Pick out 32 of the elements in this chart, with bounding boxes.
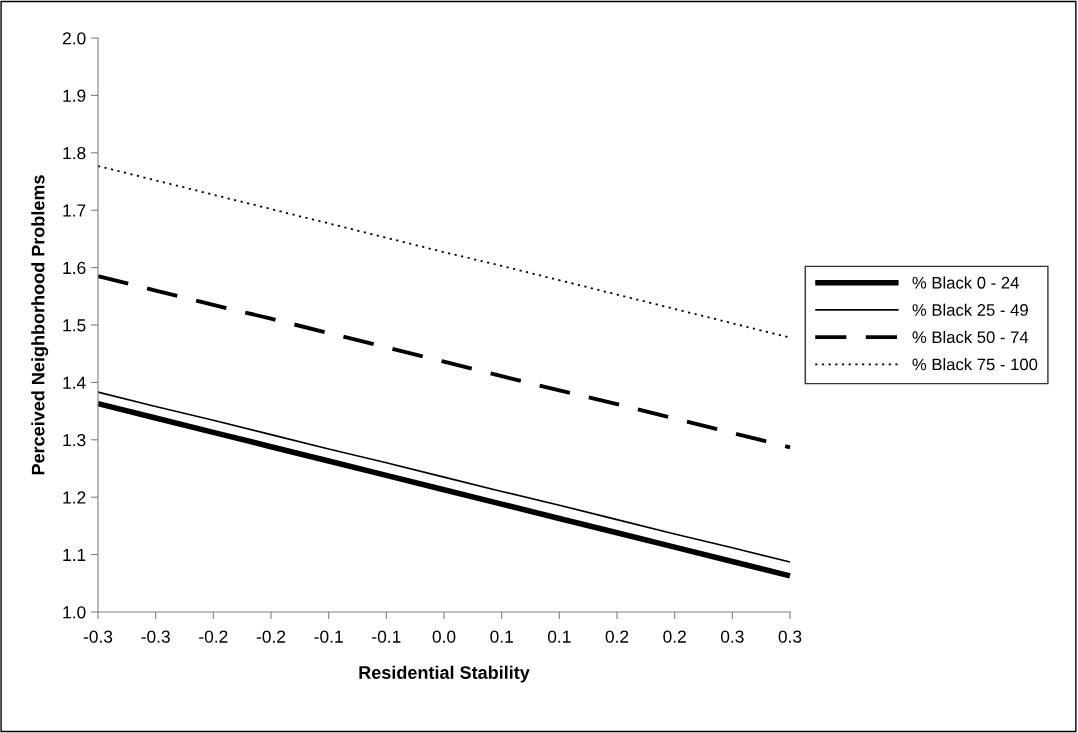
y-tick-label: 1.8 xyxy=(63,146,86,160)
x-tick-label: 0.3 xyxy=(778,630,802,643)
y-tick-label: 2.0 xyxy=(62,32,86,45)
y-tick-label: 1.2 xyxy=(63,491,86,504)
y-tick-label: 1.0 xyxy=(63,606,86,619)
y-tick-label: 1.1 xyxy=(63,548,86,561)
x-tick-label: 0.3 xyxy=(720,630,744,643)
legend-label: % Black 25 - 49 xyxy=(912,303,1028,316)
legend-label: % Black 50 - 74 xyxy=(912,330,1029,344)
y-tick-label: 1.4 xyxy=(63,376,86,389)
x-axis-title: Residential Stability xyxy=(359,665,530,683)
x-tick-label: -0.3 xyxy=(83,630,113,643)
x-tick-label: -0.1 xyxy=(314,630,343,643)
legend-label: % Black 0 - 24 xyxy=(912,276,1019,289)
x-tick-label: 0.2 xyxy=(605,630,629,643)
x-tick-label: -0.1 xyxy=(372,630,401,643)
x-tick-label: 0.0 xyxy=(432,630,456,643)
line-series xyxy=(97,165,791,339)
y-tick-label: 1.3 xyxy=(63,433,86,447)
x-tick-label: 0.2 xyxy=(663,630,686,643)
y-tick-label: 1.7 xyxy=(63,204,86,217)
y-tick-label: 1.6 xyxy=(63,261,86,275)
y-tick-label: 1.9 xyxy=(63,89,86,102)
line-series xyxy=(96,274,792,450)
x-tick-label: 0.1 xyxy=(547,630,571,643)
x-tick-label: -0.3 xyxy=(141,630,170,643)
x-tick-label: 0.1 xyxy=(490,630,513,643)
legend-label: % Black 75 - 100 xyxy=(912,358,1038,371)
y-tick-label: 1.5 xyxy=(63,319,86,332)
y-axis-title: Perceived Neighborhood Problems xyxy=(31,175,49,475)
x-tick-label: -0.2 xyxy=(256,630,286,643)
x-tick-label: -0.2 xyxy=(199,630,228,643)
